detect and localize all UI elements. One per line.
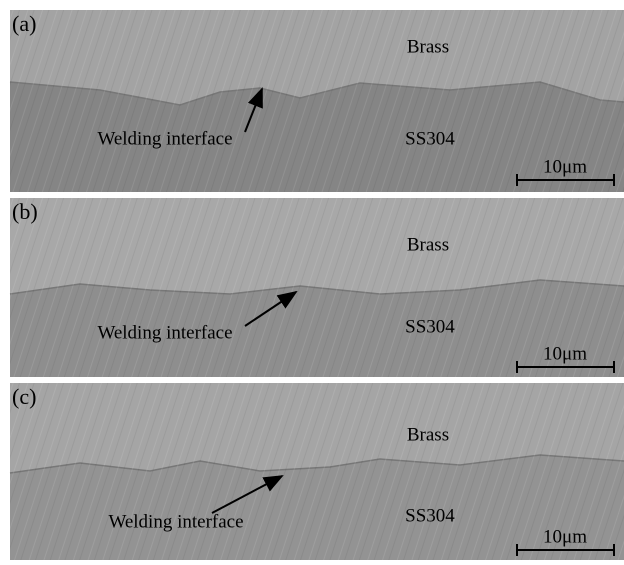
upper-material-label: Brass	[407, 36, 449, 57]
annotation: Welding interface	[97, 322, 232, 343]
texture	[10, 383, 624, 560]
upper-material-label: Brass	[407, 234, 449, 255]
scale-bar-label: 10μm	[543, 156, 587, 177]
scale-bar-label: 10μm	[543, 343, 587, 364]
scale-bar-label: 10μm	[543, 526, 587, 547]
annotation: Welding interface	[97, 128, 232, 149]
micrograph-panel: (b) Brass SS304 Welding interface 10μm	[10, 198, 624, 377]
upper-material-label: Brass	[407, 424, 449, 445]
annotation: Welding interface	[108, 511, 243, 532]
panel-label: (a)	[12, 11, 36, 36]
panel-label: (b)	[12, 199, 38, 224]
texture	[10, 198, 624, 377]
figure: (a) Brass SS304 Welding interface 10μm (b) Bra…	[0, 0, 624, 565]
micrograph-panel: (c) Brass SS304 Welding interface 10μm	[10, 383, 624, 560]
panel-label: (c)	[12, 384, 36, 409]
lower-material-label: SS304	[405, 316, 455, 337]
lower-material-label: SS304	[405, 505, 455, 526]
lower-material-label: SS304	[405, 128, 455, 149]
micrograph-panel: (a) Brass SS304 Welding interface 10μm	[10, 10, 624, 192]
texture	[10, 10, 624, 192]
